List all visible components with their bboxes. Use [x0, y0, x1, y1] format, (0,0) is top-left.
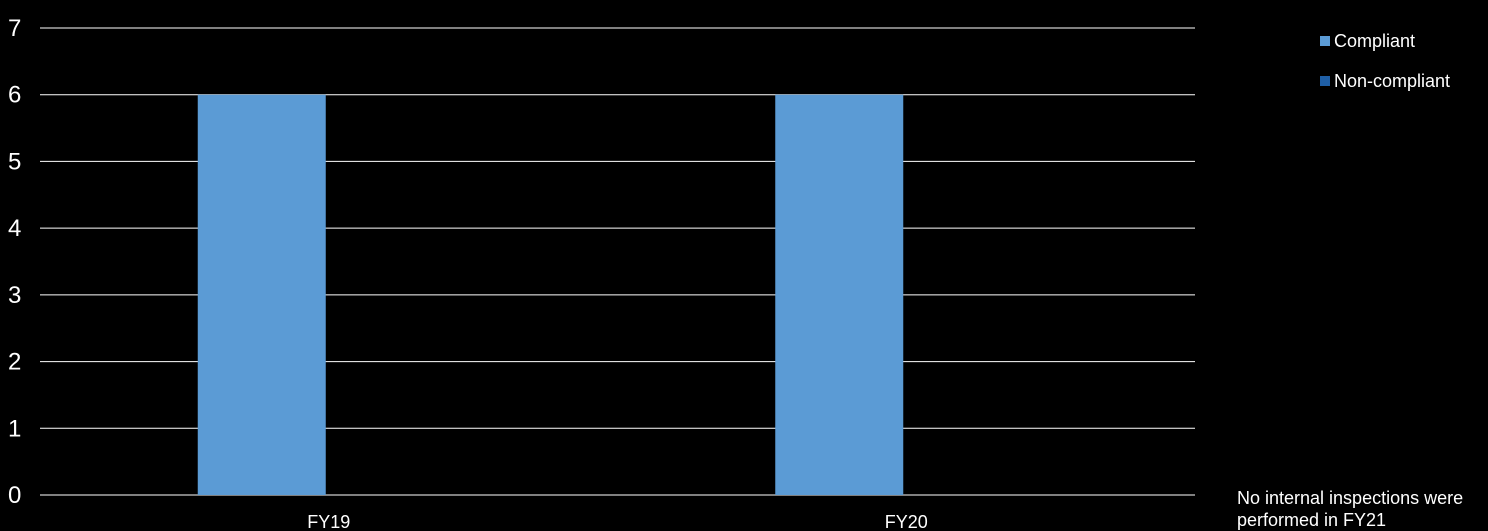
- y-tick-label: 0: [8, 482, 21, 509]
- y-tick-label: 6: [8, 82, 21, 109]
- legend-swatch-non-compliant: [1320, 76, 1330, 86]
- legend-swatch-compliant: [1320, 36, 1330, 46]
- legend: Compliant Non-compliant: [1320, 30, 1450, 110]
- annotation-note: No internal inspections were performed i…: [1237, 488, 1464, 530]
- y-tick-label: 1: [8, 415, 21, 442]
- legend-label-compliant: Compliant: [1334, 30, 1416, 51]
- y-tick-label: 4: [8, 215, 21, 242]
- x-axis-tick-labels: FY19 FY20: [307, 512, 928, 531]
- y-axis-tick-labels: 0 1 2 3 4 5 6 7: [8, 15, 21, 509]
- legend-label-non-compliant: Non-compliant: [1334, 70, 1451, 91]
- bar-compliant-fy19: [197, 94, 326, 495]
- y-tick-label: 2: [8, 349, 21, 376]
- legend-item-non-compliant: Non-compliant: [1320, 70, 1450, 92]
- legend-item-compliant: Compliant: [1320, 30, 1450, 52]
- y-tick-label: 3: [8, 282, 21, 309]
- bar-compliant-fy20: [775, 94, 904, 495]
- y-tick-label: 7: [8, 15, 21, 42]
- x-tick-label: FY19: [307, 512, 350, 531]
- y-tick-label: 5: [8, 148, 21, 175]
- bars: [197, 94, 904, 495]
- x-tick-label: FY20: [885, 512, 928, 531]
